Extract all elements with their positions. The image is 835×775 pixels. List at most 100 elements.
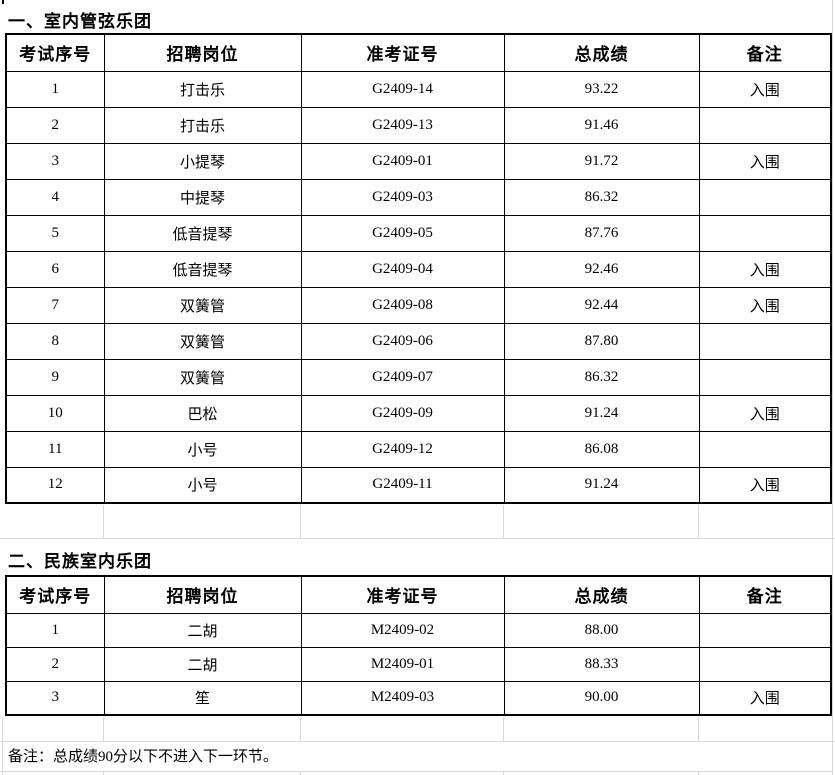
- exam-number-cell: 3: [5, 680, 105, 716]
- position-cell: 打击乐: [103, 106, 302, 144]
- gridline: [103, 717, 104, 741]
- position-cell: 打击乐: [103, 70, 302, 108]
- ticket-number-cell: M2409-01: [300, 646, 505, 682]
- footer-note: 备注：总成绩90分以下不进入下一环节。: [0, 742, 833, 772]
- total-score-cell: 93.22: [503, 70, 700, 108]
- header-row: 考试序号 招聘岗位 准考证号 总成绩 备注: [5, 33, 832, 72]
- remark-cell: 入围: [698, 142, 832, 180]
- column-header-remark: 备注: [698, 33, 832, 72]
- table-row: 11 小号 G2409-12 86.08: [5, 430, 832, 468]
- total-score-cell: 87.76: [503, 214, 700, 252]
- position-cell: 双簧管: [103, 286, 302, 324]
- gridline: [503, 772, 504, 775]
- ticket-number-cell: M2409-02: [300, 612, 505, 648]
- gridline: [300, 772, 301, 775]
- position-cell: 笙: [103, 680, 302, 716]
- empty-grid-row: [0, 505, 835, 539]
- gridline: [503, 717, 504, 741]
- total-score-cell: 91.24: [503, 466, 700, 504]
- remark-cell: [698, 612, 832, 648]
- column-header-total-score: 总成绩: [503, 33, 700, 72]
- remark-cell: [698, 322, 832, 360]
- table-row: 1 二胡 M2409-02 88.00: [5, 612, 832, 648]
- exam-number-cell: 7: [5, 286, 105, 324]
- exam-number-cell: 1: [5, 612, 105, 648]
- section-title-folk-ensemble: 二、民族室内乐团: [8, 552, 152, 571]
- gridline: [103, 772, 104, 775]
- exam-number-cell: 6: [5, 250, 105, 288]
- remark-cell: [698, 214, 832, 252]
- section-title-orchestra: 一、室内管弦乐团: [8, 12, 152, 31]
- total-score-cell: 91.72: [503, 142, 700, 180]
- position-cell: 巴松: [103, 394, 302, 432]
- table-header: 考试序号 招聘岗位 准考证号 总成绩 备注: [5, 33, 832, 72]
- exam-number-cell: 9: [5, 358, 105, 396]
- position-cell: 低音提琴: [103, 250, 302, 288]
- table-row: 7 双簧管 G2409-08 92.44 入围: [5, 286, 832, 324]
- table-row: 6 低音提琴 G2409-04 92.46 入围: [5, 250, 832, 288]
- exam-number-cell: 4: [5, 178, 105, 216]
- column-header-position: 招聘岗位: [103, 575, 302, 614]
- gridline: [503, 505, 504, 538]
- exam-number-cell: 1: [5, 70, 105, 108]
- table-row: 2 打击乐 G2409-13 91.46: [5, 106, 832, 144]
- total-score-cell: 92.44: [503, 286, 700, 324]
- table-row: 5 低音提琴 G2409-05 87.76: [5, 214, 832, 252]
- total-score-cell: 86.32: [503, 358, 700, 396]
- table-row: 3 小提琴 G2409-01 91.72 入围: [5, 142, 832, 180]
- position-cell: 小号: [103, 466, 302, 504]
- left-gridline: [2, 717, 3, 775]
- ticket-number-cell: G2409-07: [300, 358, 505, 396]
- total-score-cell: 86.32: [503, 178, 700, 216]
- total-score-cell: 92.46: [503, 250, 700, 288]
- remark-cell: 入围: [698, 70, 832, 108]
- ticket-number-cell: M2409-03: [300, 680, 505, 716]
- ticket-number-cell: G2409-06: [300, 322, 505, 360]
- column-header-ticket-number: 准考证号: [300, 575, 505, 614]
- gridline: [698, 717, 699, 741]
- exam-number-cell: 12: [5, 466, 105, 504]
- ticket-number-cell: G2409-08: [300, 286, 505, 324]
- total-score-cell: 88.33: [503, 646, 700, 682]
- table-row: 8 双簧管 G2409-06 87.80: [5, 322, 832, 360]
- ticket-number-cell: G2409-14: [300, 70, 505, 108]
- exam-number-cell: 3: [5, 142, 105, 180]
- position-cell: 双簧管: [103, 322, 302, 360]
- total-score-cell: 91.24: [503, 394, 700, 432]
- total-score-cell: 88.00: [503, 612, 700, 648]
- column-header-position: 招聘岗位: [103, 33, 302, 72]
- ticket-number-cell: G2409-12: [300, 430, 505, 468]
- total-score-cell: 91.46: [503, 106, 700, 144]
- column-header-exam-number: 考试序号: [5, 575, 105, 614]
- right-gridline: [832, 0, 833, 775]
- gridline: [698, 505, 699, 538]
- remark-cell: 入围: [698, 250, 832, 288]
- table-body: 1 二胡 M2409-02 88.00 2 二胡 M2409-01 88.33 3 笙 M2409-…: [5, 612, 832, 716]
- remark-cell: [698, 178, 832, 216]
- ticket-number-cell: G2409-05: [300, 214, 505, 252]
- table-row: 10 巴松 G2409-09 91.24 入围: [5, 394, 832, 432]
- column-header-exam-number: 考试序号: [5, 33, 105, 72]
- remark-cell: [698, 430, 832, 468]
- top-border-stub: [2, 0, 4, 4]
- table-row: 4 中提琴 G2409-03 86.32: [5, 178, 832, 216]
- ticket-number-cell: G2409-04: [300, 250, 505, 288]
- exam-number-cell: 5: [5, 214, 105, 252]
- exam-number-cell: 11: [5, 430, 105, 468]
- table-body: 1 打击乐 G2409-14 93.22 入围 2 打击乐 G2409-13 91.46 3 小提琴…: [5, 70, 832, 504]
- total-score-cell: 90.00: [503, 680, 700, 716]
- table-row: 2 二胡 M2409-01 88.33: [5, 646, 832, 682]
- total-score-cell: 87.80: [503, 322, 700, 360]
- table-row: 12 小号 G2409-11 91.24 入围: [5, 466, 832, 504]
- position-cell: 小号: [103, 430, 302, 468]
- gridline: [698, 772, 699, 775]
- exam-number-cell: 8: [5, 322, 105, 360]
- ticket-number-cell: G2409-03: [300, 178, 505, 216]
- table-row: 3 笙 M2409-03 90.00 入围: [5, 680, 832, 716]
- score-table-orchestra: 考试序号 招聘岗位 准考证号 总成绩 备注 1 打击乐 G2409-14 93.22 入围 2 打击…: [5, 33, 832, 504]
- total-score-cell: 86.08: [503, 430, 700, 468]
- position-cell: 二胡: [103, 646, 302, 682]
- table-row: 9 双簧管 G2409-07 86.32: [5, 358, 832, 396]
- header-row: 考试序号 招聘岗位 准考证号 总成绩 备注: [5, 575, 832, 614]
